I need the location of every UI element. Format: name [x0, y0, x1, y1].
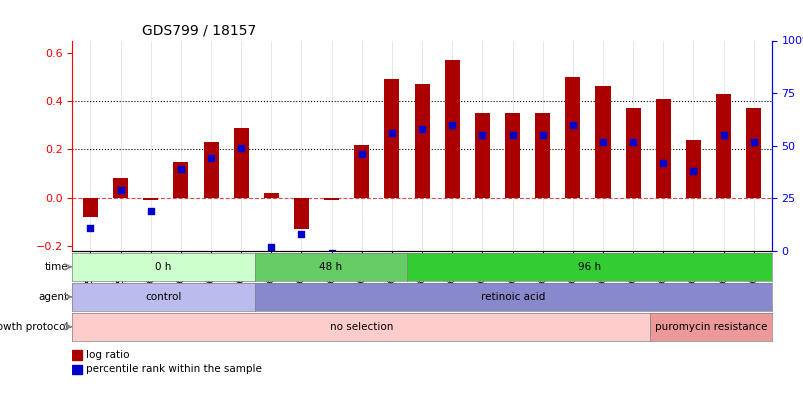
Bar	[685, 140, 700, 198]
Bar	[173, 162, 188, 198]
Text: GDS799 / 18157: GDS799 / 18157	[142, 24, 256, 38]
Point	[656, 160, 669, 166]
Bar	[72, 350, 82, 360]
Bar	[745, 108, 760, 198]
Text: percentile rank within the sample: percentile rank within the sample	[86, 364, 262, 374]
Point	[445, 122, 458, 128]
Bar	[72, 364, 82, 374]
Bar	[354, 145, 369, 198]
Bar	[294, 198, 308, 229]
Point	[596, 139, 609, 145]
Point	[746, 139, 759, 145]
Bar	[715, 94, 730, 198]
Text: 48 h: 48 h	[319, 262, 342, 272]
Point	[506, 132, 519, 139]
Point	[626, 139, 639, 145]
Point	[385, 130, 397, 136]
Text: control: control	[145, 292, 181, 302]
Point	[324, 250, 337, 256]
Text: time: time	[45, 262, 68, 272]
Bar	[444, 60, 459, 198]
Text: puromycin resistance: puromycin resistance	[654, 322, 766, 332]
Point	[565, 122, 578, 128]
Bar	[535, 113, 549, 198]
Point	[536, 132, 548, 139]
Bar	[143, 198, 158, 200]
Text: growth protocol: growth protocol	[0, 322, 68, 332]
Bar	[595, 87, 609, 198]
Text: retinoic acid: retinoic acid	[480, 292, 545, 302]
Bar	[475, 113, 489, 198]
Bar	[504, 113, 520, 198]
Point	[415, 126, 428, 132]
Bar	[655, 98, 670, 198]
Point	[355, 151, 368, 158]
Bar	[625, 108, 640, 198]
Bar	[83, 198, 98, 217]
Point	[264, 244, 278, 250]
Bar	[263, 193, 279, 198]
Text: 0 h: 0 h	[155, 262, 172, 272]
Bar	[414, 84, 429, 198]
Point	[174, 166, 187, 172]
Text: 96 h: 96 h	[577, 262, 600, 272]
Point	[234, 145, 247, 151]
Text: agent: agent	[39, 292, 68, 302]
Text: no selection: no selection	[329, 322, 393, 332]
Point	[686, 168, 699, 174]
Bar	[234, 128, 248, 198]
Point	[295, 231, 308, 237]
Point	[716, 132, 729, 139]
Bar	[203, 142, 218, 198]
Point	[204, 155, 217, 162]
Point	[84, 225, 96, 231]
Point	[145, 208, 157, 214]
Bar	[113, 179, 128, 198]
Point	[475, 132, 488, 139]
Point	[114, 187, 127, 193]
Bar	[565, 77, 580, 198]
Bar	[384, 79, 399, 198]
Text: log ratio: log ratio	[86, 350, 130, 360]
Bar	[324, 198, 339, 200]
